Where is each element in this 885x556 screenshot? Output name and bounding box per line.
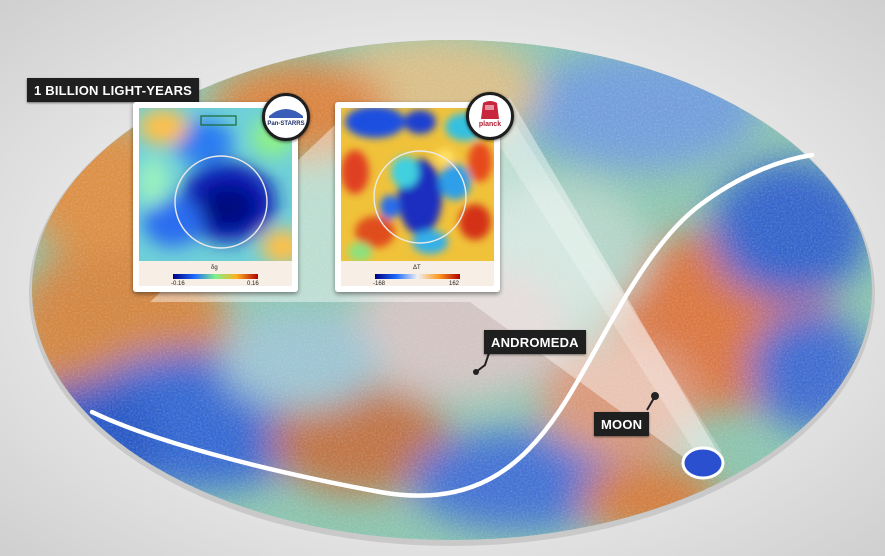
panstarrs-logo-icon [269,109,303,118]
planck-colorbar-min: -168 [373,281,386,287]
ecliptic-line [89,152,815,498]
panstarrs-map [139,108,292,286]
planck-colorbar-symbol: ΔT [413,265,421,271]
panstarrs-colorbar-max: 0.16 [247,281,259,287]
panstarrs-colorbar [173,274,258,279]
planck-map [341,108,494,286]
panstarrs-logo: Pan-STARRS [262,93,310,141]
panstarrs-logo-text: Pan-STARRS [267,121,305,127]
andromeda-label: ANDROMEDA [484,330,586,354]
moon-pointer [646,397,655,411]
panstarrs-colorbar-min: -0.16 [171,281,185,287]
planck-logo-text: planck [478,121,502,128]
moon-label: MOON [594,412,650,436]
panstarrs-colorbar-symbol: δg [211,265,218,271]
andromeda-pointer [475,349,491,373]
planck-inset: ΔT -168 162 [335,102,500,292]
planck-colorbar [375,274,460,279]
cold-spot-marker [681,446,725,480]
planck-logo-icon [481,101,499,119]
moon-pointer-dot [651,392,659,400]
scale-bar-box [200,115,237,126]
planck-colorbar-max: 162 [449,281,460,287]
andromeda-pointer-dot [473,369,479,375]
cold-spot-circle [373,150,467,244]
planck-logo: planck [466,92,514,140]
cold-spot-circle [174,155,268,249]
scale-label: 1 BILLION LIGHT-YEARS [27,78,200,102]
